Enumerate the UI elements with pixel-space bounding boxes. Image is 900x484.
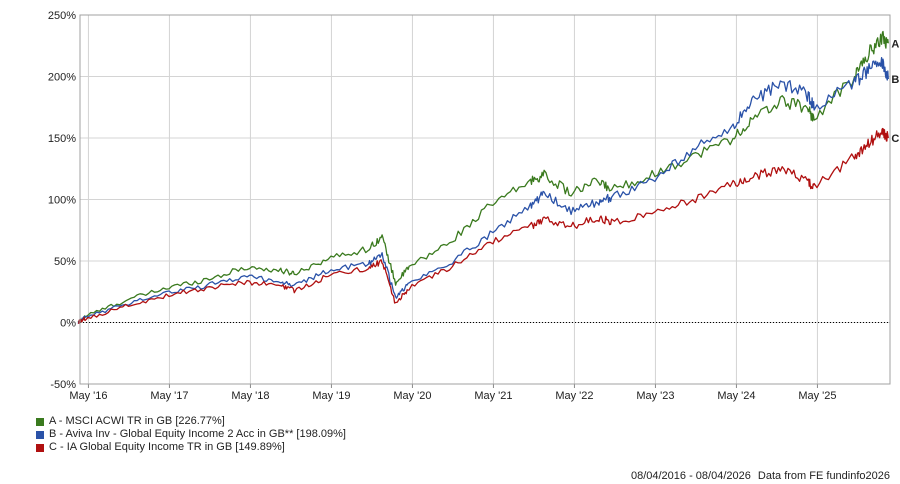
x-tick-label: May '16	[69, 390, 107, 402]
legend-label-b: B - Aviva Inv - Global Equity Income 2 A…	[49, 428, 346, 440]
y-tick-label: 150%	[48, 133, 76, 145]
series-end-labels: A B C	[891, 38, 899, 145]
series-end-label-a: A	[891, 38, 899, 50]
legend-item-c: C - IA Global Equity Income TR in GB [14…	[36, 441, 346, 454]
x-tick-label: May '24	[717, 390, 755, 402]
footer-date-range: 08/04/2016 - 08/04/2026	[630, 470, 751, 482]
x-tick-label: May '21	[474, 390, 512, 402]
plot-border	[79, 14, 891, 385]
y-tick-label: 0%	[60, 318, 76, 330]
axes: 250% 200% 150% 100% 50% 0% -50%May '16 May '17 M…	[48, 10, 891, 402]
x-tick-label: May '20	[393, 390, 431, 402]
legend: A - MSCI ACWI TR in GB [226.77%] B - Avi…	[36, 415, 346, 454]
y-tick-label: 100%	[48, 195, 76, 207]
y-tick-label: 50%	[54, 256, 76, 268]
y-tick-label: 250%	[48, 10, 76, 22]
series-line-b	[77, 56, 889, 324]
legend-label-a: A - MSCI ACWI TR in GB [226.77%]	[49, 415, 225, 427]
legend-label-c: C - IA Global Equity Income TR in GB [14…	[49, 441, 285, 453]
series-end-label-c: C	[891, 133, 899, 145]
x-tick-label: May '25	[798, 390, 836, 402]
y-tick-label: -50%	[50, 379, 76, 391]
x-tick-label: May '18	[231, 390, 269, 402]
series-lines	[77, 30, 889, 324]
legend-swatch-b	[36, 430, 44, 439]
footer-source: Data from FE fundinfo2026	[757, 470, 890, 482]
chart-footer: 08/04/2016 - 08/04/2026 Data from FE fun…	[631, 470, 890, 482]
x-tick-label: May '23	[636, 390, 674, 402]
grid-lines	[80, 14, 890, 385]
series-line-a	[77, 30, 889, 324]
x-tick-label: May '22	[555, 390, 593, 402]
x-tick-label: May '17	[150, 390, 188, 402]
legend-item-a: A - MSCI ACWI TR in GB [226.77%]	[36, 415, 346, 428]
series-end-label-b: B	[891, 74, 899, 86]
x-tick-label: May '19	[312, 390, 350, 402]
legend-swatch-c	[36, 443, 44, 452]
legend-item-b: B - Aviva Inv - Global Equity Income 2 A…	[36, 428, 346, 441]
legend-swatch-a	[36, 417, 44, 426]
y-tick-label: 200%	[48, 72, 76, 84]
series-line-c	[77, 127, 889, 324]
